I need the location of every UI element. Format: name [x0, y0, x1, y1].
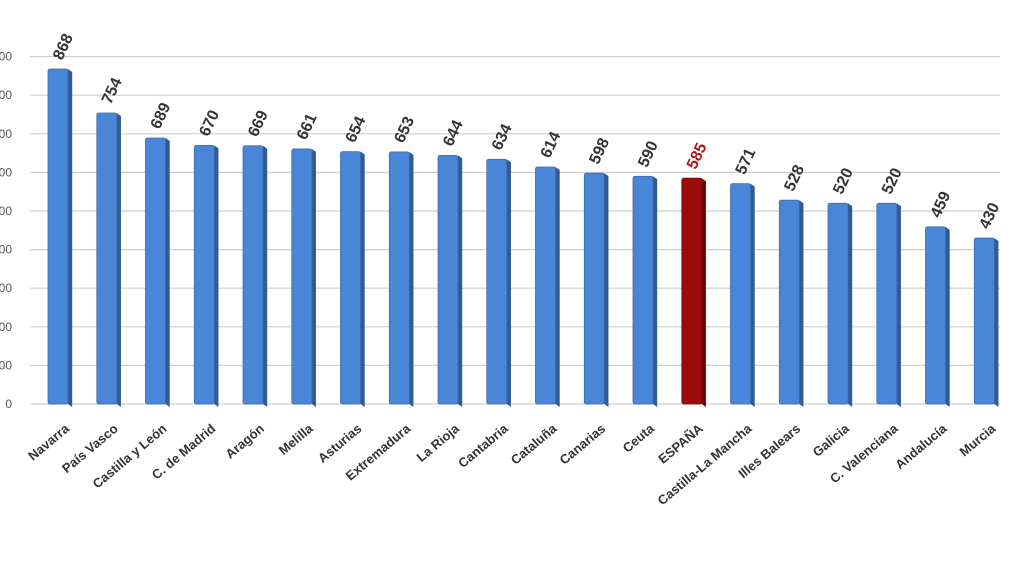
y-tick-label: 700: [0, 127, 12, 141]
bar: [876, 202, 898, 405]
y-tick-label: 400: [0, 243, 12, 257]
value-label: 528: [782, 162, 809, 193]
grid-layer: [30, 55, 1000, 405]
bar: [145, 137, 166, 405]
bar-side: [458, 155, 463, 407]
y-tick-label: 900: [0, 50, 12, 64]
x-tick-label: Melilla: [276, 420, 317, 458]
y-tick-label: 300: [0, 281, 12, 295]
value-label: 590: [635, 139, 662, 170]
bar: [437, 154, 459, 405]
x-tick-label: Navarra: [25, 420, 72, 463]
bar-side: [165, 138, 170, 407]
value-label: 653: [392, 114, 419, 145]
bar: [291, 148, 313, 405]
y-tick-label: 100: [0, 358, 12, 372]
value-label: 689: [148, 100, 175, 131]
value-label: 520: [830, 166, 857, 197]
bar: [925, 226, 946, 405]
x-tick-label: Canarias: [557, 421, 609, 468]
bar: [242, 145, 264, 405]
value-label: 585: [684, 140, 711, 171]
bar: [193, 144, 215, 405]
y-tick-label: 800: [0, 88, 12, 102]
bar: [535, 166, 556, 405]
bar-side: [604, 173, 609, 407]
x-tick-label: Aragón: [222, 421, 267, 462]
x-tick-label: Cataluña: [508, 420, 560, 467]
bar-side: [263, 145, 268, 408]
x-tick-label: Andalucía: [892, 420, 950, 472]
x-tick-label: Ceuta: [620, 420, 658, 455]
bar-side: [653, 176, 658, 407]
bar-side: [116, 112, 121, 408]
bar: [730, 183, 751, 405]
value-label: 868: [50, 31, 77, 62]
bar-side: [311, 148, 316, 407]
x-tick-label: Murcia: [956, 420, 998, 459]
bar-side: [848, 203, 853, 407]
y-tick-label: 600: [0, 165, 12, 179]
bar-side: [750, 183, 755, 407]
bar: [486, 158, 508, 405]
x-tick-label: Galicia: [810, 420, 853, 459]
value-label: 520: [879, 166, 906, 197]
value-label: 644: [440, 118, 467, 149]
bar: [388, 151, 410, 405]
bar-side: [360, 151, 365, 407]
bar-side: [799, 200, 804, 407]
bar: [583, 172, 605, 405]
bar: [340, 151, 361, 405]
value-label: 598: [587, 135, 614, 166]
value-label: 661: [294, 111, 321, 142]
bar-side: [994, 238, 999, 407]
bar: [632, 175, 654, 405]
value-label: 634: [489, 122, 516, 153]
value-label: 754: [99, 75, 126, 106]
bar-side: [214, 145, 219, 407]
bar-side: [506, 159, 511, 407]
bar-side: [896, 203, 901, 407]
x-tick-label: Cantabria: [455, 420, 511, 471]
bar: [778, 199, 800, 405]
y-tick-labels: 0 100 200 300 400 500 600 700 800 900: [0, 50, 12, 411]
y-tick-label: 200: [0, 320, 12, 334]
value-label: 430: [977, 200, 1004, 231]
bar-side: [945, 226, 950, 407]
value-label: 654: [343, 114, 370, 145]
bar: [47, 68, 69, 405]
y-tick-label: 0: [5, 397, 12, 411]
bars: [47, 68, 999, 408]
bar: [681, 177, 703, 405]
value-label: 459: [928, 189, 955, 220]
bar-side: [701, 178, 706, 407]
y-tick-label: 500: [0, 204, 12, 218]
x-tick-label: Castilla-La Mancha: [655, 420, 755, 508]
bar: [973, 237, 995, 405]
value-label: 669: [245, 108, 272, 139]
bar-side: [68, 68, 73, 408]
bar: [827, 202, 849, 405]
bar-side: [409, 151, 414, 407]
bar-side: [555, 166, 560, 407]
bar: [96, 112, 118, 405]
